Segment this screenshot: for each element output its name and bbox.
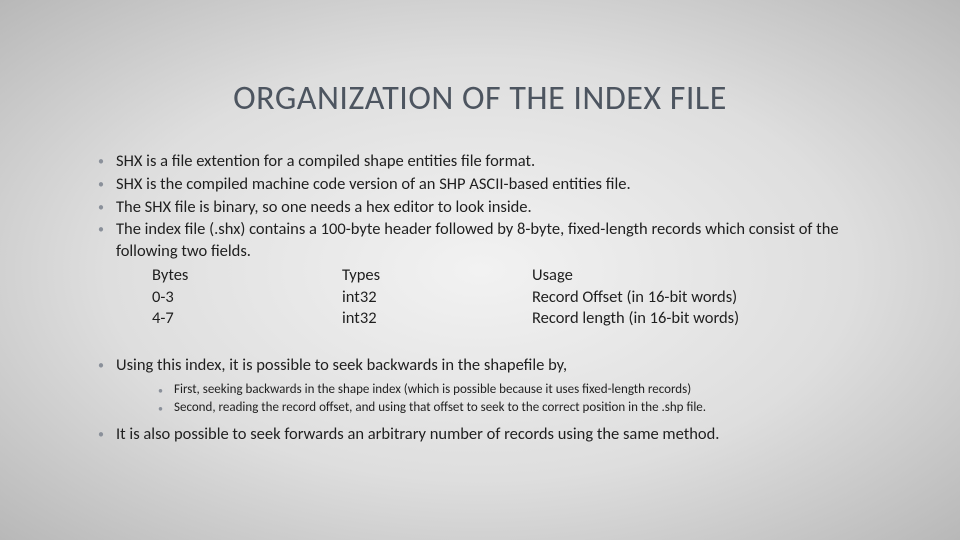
- table-row: 4-7 int32 Record length (in 16-bit words…: [152, 308, 870, 330]
- sub-bullet-list: First, seeking backwards in the shape in…: [158, 381, 870, 418]
- list-item-text: The index file (.shx) contains a 100-byt…: [116, 219, 839, 261]
- list-item: First, seeking backwards in the shape in…: [158, 381, 870, 399]
- list-item: SHX is the compiled machine code version…: [98, 174, 870, 196]
- table-row: 0-3 int32 Record Offset (in 16-bit words…: [152, 287, 870, 309]
- table-header-cell: Usage: [532, 265, 870, 287]
- table-cell: Record length (in 16-bit words): [532, 308, 870, 330]
- table-header-cell: Types: [342, 265, 532, 287]
- bullet-list-bottom: Using this index, it is possible to seek…: [98, 355, 870, 445]
- table-cell: int32: [342, 308, 532, 330]
- spacer: [90, 331, 870, 355]
- table-header-cell: Bytes: [152, 265, 342, 287]
- table-cell: 4-7: [152, 308, 342, 330]
- list-item: The index file (.shx) contains a 100-byt…: [98, 219, 870, 330]
- fields-table: Bytes Types Usage 0-3 int32 Record Offse…: [152, 265, 870, 330]
- bullet-list-top: SHX is a file extention for a compiled s…: [98, 151, 870, 330]
- list-item: Second, reading the record offset, and u…: [158, 399, 870, 417]
- table-cell: Record Offset (in 16-bit words): [532, 287, 870, 309]
- list-item: It is also possible to seek forwards an …: [98, 424, 870, 446]
- table-cell: int32: [342, 287, 532, 309]
- list-item: Using this index, it is possible to seek…: [98, 355, 870, 418]
- table-header-row: Bytes Types Usage: [152, 265, 870, 287]
- list-item-text: Using this index, it is possible to seek…: [116, 355, 567, 375]
- table-cell: 0-3: [152, 287, 342, 309]
- slide: ORGANIZATION OF THE INDEX FILE SHX is a …: [0, 0, 960, 540]
- slide-title: ORGANIZATION OF THE INDEX FILE: [130, 78, 830, 119]
- list-item: SHX is a file extention for a compiled s…: [98, 151, 870, 173]
- list-item: The SHX file is binary, so one needs a h…: [98, 197, 870, 219]
